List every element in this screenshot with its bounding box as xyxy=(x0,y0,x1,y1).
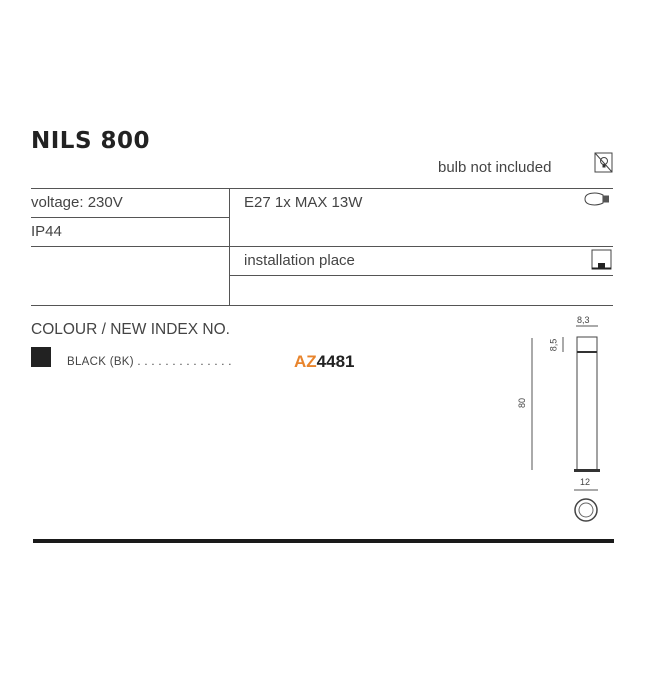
base-outer-circle xyxy=(574,498,598,522)
table-bottom-border xyxy=(31,305,613,306)
bulb-not-included-label: bulb not included xyxy=(438,159,552,176)
lamp-base xyxy=(574,469,600,472)
product-title: NILS 800 xyxy=(31,128,151,154)
black-swatch xyxy=(31,347,51,367)
row-divider xyxy=(31,217,229,218)
floor-installation-icon xyxy=(591,249,612,270)
installation-place-label: installation place xyxy=(244,252,355,269)
leader-dots: . . . . . . . . . . . . . . xyxy=(137,356,232,368)
base-inner-circle xyxy=(578,502,594,518)
index-code: AZ4481 xyxy=(294,352,355,372)
bulb-icon xyxy=(584,192,609,206)
lamp-body xyxy=(576,336,598,471)
colour-heading: COLOUR / NEW INDEX NO. xyxy=(31,321,230,338)
colour-name: BLACK (BK) xyxy=(67,356,134,368)
ip-spec: IP44 xyxy=(31,223,62,240)
row-divider xyxy=(31,246,613,247)
dimension-drawing xyxy=(531,325,600,522)
no-bulb-icon xyxy=(594,152,613,173)
width-top-label: 8,3 xyxy=(577,315,590,325)
table-top-border xyxy=(31,188,613,189)
footer-rule xyxy=(33,539,614,543)
height-label: 80 xyxy=(517,397,528,409)
base-label: 12 xyxy=(580,477,591,487)
bulb-spec: E27 1x MAX 13W xyxy=(244,194,363,211)
code-prefix: AZ xyxy=(294,352,317,371)
row-divider xyxy=(229,275,613,276)
voltage-spec: voltage: 230V xyxy=(31,194,123,211)
colour-item: BLACK (BK) . . . . . . . . . . . . . . xyxy=(67,356,232,368)
code-number: 4481 xyxy=(316,352,355,371)
cap-height-label: 8,5 xyxy=(548,338,559,352)
